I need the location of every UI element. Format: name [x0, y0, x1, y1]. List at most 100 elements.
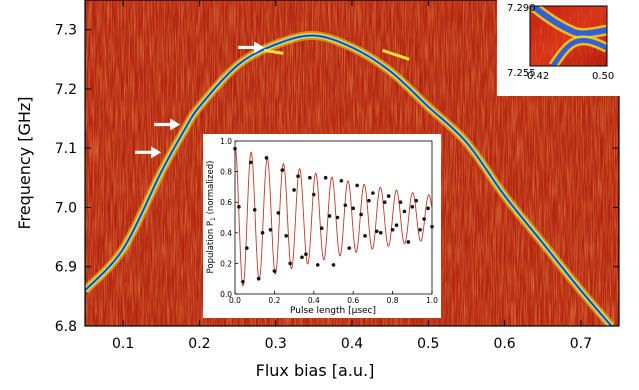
rabi-y-tick-label: 0.8 — [220, 168, 232, 177]
rabi-point — [268, 227, 273, 232]
rabi-point — [418, 227, 422, 232]
arrow-head — [254, 41, 265, 54]
rabi-point — [382, 200, 387, 204]
y-tick-label: 6.8 — [55, 319, 77, 335]
rabi-plot-frame — [234, 140, 433, 295]
split-segment — [382, 48, 410, 61]
rabi-point — [319, 226, 324, 231]
rabi-point — [237, 204, 241, 209]
rabi-point — [367, 198, 371, 203]
rabi-point — [260, 231, 265, 235]
rabi-point — [284, 234, 289, 238]
rabi-ylabel-suffix: (normalized) — [206, 161, 216, 218]
rabi-point — [308, 175, 312, 180]
rabi-point — [359, 212, 363, 217]
rabi-point — [390, 227, 395, 232]
rabi-point — [422, 217, 426, 221]
rabi-point — [245, 246, 249, 250]
rabi-point — [300, 255, 304, 260]
rabi-point — [248, 160, 253, 165]
x-tick-label: 0.1 — [112, 336, 134, 352]
rabi-point — [323, 175, 328, 180]
zoom-inset: 7.290 7.255 0.42 0.50 — [497, 0, 639, 96]
rabi-point — [363, 234, 367, 238]
rabi-y-tick-label: 0.4 — [220, 229, 232, 238]
resonance-core — [85, 34, 612, 326]
zoom-band-upper — [531, 6, 607, 37]
rabi-point — [406, 240, 411, 244]
rabi-x-tick-label: 1.0 — [426, 296, 438, 305]
x-tick-label: 0.4 — [341, 336, 363, 352]
rabi-x-tick-label: 0.0 — [229, 296, 241, 305]
rabi-point — [331, 263, 336, 267]
rabi-point — [335, 215, 340, 220]
split-segment — [264, 48, 284, 55]
arrow-head — [151, 146, 162, 159]
y-tick-label: 7.2 — [55, 82, 77, 98]
x-tick-label: 0.2 — [188, 336, 210, 352]
y-tick-label: 7.3 — [55, 23, 77, 39]
x-axis-label: Flux bias [a.u.] — [256, 361, 375, 380]
arrow-head — [170, 118, 181, 131]
rabi-point — [430, 224, 434, 229]
zoom-band-lower — [550, 37, 607, 66]
rabi-point — [315, 263, 320, 267]
rabi-x-tick-label: 0.4 — [308, 296, 320, 305]
rabi-y-tick-label: 0.2 — [220, 259, 232, 268]
rabi-x-tick-label: 0.8 — [387, 296, 399, 305]
rabi-point — [343, 203, 348, 208]
rabi-point — [292, 188, 296, 192]
x-tick-label: 0.3 — [265, 336, 287, 352]
rabi-ylabel-sub: 1 — [210, 217, 217, 221]
zoom-ytick-bottom: 7.255 — [507, 68, 536, 79]
rabi-x-axis-label: Pulse length [µsec] — [290, 306, 376, 316]
y-tick-label: 7.1 — [55, 141, 77, 157]
rabi-point — [378, 231, 383, 235]
rabi-point — [264, 156, 269, 160]
rabi-fit-curve — [234, 145, 433, 287]
rabi-point — [296, 174, 300, 178]
x-tick-label: 0.7 — [570, 336, 592, 352]
x-tick-label: 0.5 — [417, 336, 439, 352]
rabi-ylabel-main: Population P — [206, 221, 216, 274]
rabi-point — [327, 214, 332, 218]
rabi-point — [312, 192, 316, 197]
rabi-y-tick-label: 0.6 — [220, 198, 232, 207]
resonance-band — [85, 31, 615, 326]
zoom-xtick-left: 0.42 — [527, 71, 549, 82]
rabi-y-tick-label: 1.0 — [220, 137, 232, 146]
rabi-y-axis-label: Population P1 (normalized) — [206, 161, 217, 274]
rabi-point — [355, 183, 359, 188]
rabi-y-tick-label: 0.0 — [220, 290, 232, 299]
x-tick-label: 0.6 — [493, 336, 515, 352]
rabi-x-tick-label: 0.2 — [268, 296, 280, 305]
y-axis-label: Frequency [GHz] — [15, 96, 34, 229]
rabi-point — [252, 208, 257, 212]
rabi-point — [371, 191, 375, 195]
y-tick-label: 7.0 — [55, 200, 77, 216]
rabi-data-points — [233, 146, 434, 284]
axis-ticks: 0.1 0.2 0.3 0.4 0.5 0.6 0.7 6.8 6.9 7.0 7.1 7.2 7.3 — [55, 0, 619, 352]
y-tick-label: 6.9 — [55, 260, 77, 276]
rabi-inset: 0.0 0.2 0.4 0.6 0.8 1.0 0.0 0.2 0.4 0.6 0.8 1.0 Pul… — [203, 134, 441, 318]
rabi-point — [347, 246, 352, 250]
zoom-frame — [529, 5, 608, 67]
rabi-point — [414, 198, 419, 203]
rabi-axis-ticks: 0.0 0.2 0.4 0.6 0.8 1.0 0.0 0.2 0.4 0.6 0.8 1.0 — [220, 137, 438, 305]
zoom-ytick-top: 7.290 — [507, 3, 536, 14]
rabi-point — [410, 204, 415, 209]
rabi-point — [386, 194, 391, 198]
rabi-point — [339, 178, 344, 183]
rabi-point — [304, 252, 308, 257]
rabi-point — [280, 168, 285, 172]
rabi-point — [256, 276, 261, 281]
zoom-xtick-right: 0.50 — [592, 71, 614, 82]
rabi-point — [402, 209, 407, 214]
rabi-inset-panel — [203, 134, 441, 318]
rabi-point — [276, 211, 281, 215]
rabi-point — [241, 279, 245, 284]
rabi-x-tick-label: 0.6 — [347, 296, 359, 305]
zoom-resonance — [530, 6, 607, 66]
rabi-point — [375, 229, 379, 234]
